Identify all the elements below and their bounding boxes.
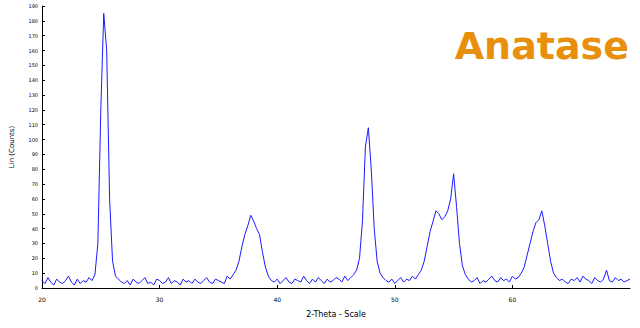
- svg-text:140: 140: [28, 77, 38, 83]
- svg-text:50: 50: [391, 296, 399, 303]
- svg-text:120: 120: [28, 107, 38, 113]
- svg-text:40: 40: [273, 296, 281, 303]
- svg-text:60: 60: [509, 296, 517, 303]
- svg-text:Anatase: Anatase: [455, 24, 629, 68]
- svg-text:0: 0: [35, 285, 38, 291]
- svg-text:110: 110: [28, 122, 38, 128]
- svg-text:10: 10: [32, 270, 38, 276]
- svg-text:170: 170: [28, 33, 38, 39]
- svg-text:60: 60: [32, 196, 38, 202]
- svg-text:40: 40: [32, 226, 38, 232]
- svg-text:20: 20: [38, 296, 46, 303]
- svg-text:30: 30: [156, 296, 164, 303]
- svg-text:2-Theta - Scale: 2-Theta - Scale: [306, 310, 366, 319]
- svg-text:Lin (Counts): Lin (Counts): [8, 126, 16, 169]
- svg-text:180: 180: [28, 18, 38, 24]
- svg-text:20: 20: [32, 255, 38, 261]
- svg-text:130: 130: [28, 92, 38, 98]
- svg-text:150: 150: [28, 62, 38, 68]
- svg-text:50: 50: [32, 211, 38, 217]
- svg-text:90: 90: [32, 151, 38, 157]
- svg-text:80: 80: [32, 166, 38, 172]
- svg-text:190: 190: [28, 3, 38, 9]
- svg-text:30: 30: [32, 240, 38, 246]
- svg-text:70: 70: [32, 181, 38, 187]
- svg-text:160: 160: [28, 48, 38, 54]
- svg-text:100: 100: [28, 137, 38, 143]
